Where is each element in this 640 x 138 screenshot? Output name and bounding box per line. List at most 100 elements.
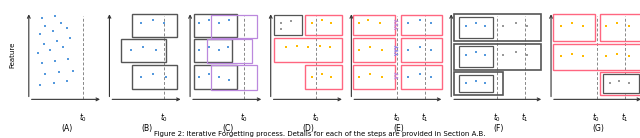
Bar: [132, 65, 177, 89]
Point: [578, 55, 588, 57]
Point: [49, 82, 59, 84]
Point: [605, 82, 615, 84]
Point: [37, 17, 47, 19]
Bar: [454, 14, 541, 41]
Point: [522, 53, 532, 56]
Point: [276, 22, 287, 24]
Point: [292, 44, 302, 47]
Text: $t_0$: $t_0$: [312, 111, 320, 124]
Bar: [459, 46, 493, 67]
Point: [365, 73, 376, 75]
Point: [52, 40, 63, 42]
Text: (B): (B): [141, 124, 153, 133]
Point: [612, 22, 623, 24]
Point: [35, 84, 45, 86]
Point: [204, 19, 214, 22]
Point: [204, 73, 214, 75]
Bar: [207, 39, 252, 63]
Point: [40, 73, 51, 75]
Bar: [353, 65, 395, 89]
Point: [223, 46, 233, 48]
Point: [415, 19, 425, 22]
Point: [317, 73, 327, 75]
Point: [50, 15, 60, 17]
Bar: [459, 17, 493, 38]
Point: [354, 76, 364, 78]
Bar: [600, 72, 640, 95]
Point: [33, 52, 43, 54]
Point: [67, 70, 77, 72]
Bar: [194, 39, 232, 62]
Point: [364, 19, 374, 22]
Point: [125, 49, 136, 51]
Bar: [454, 72, 503, 95]
Point: [151, 49, 161, 51]
Point: [461, 82, 472, 84]
Point: [623, 55, 634, 57]
Point: [567, 52, 577, 55]
Point: [286, 20, 296, 22]
Point: [281, 46, 291, 48]
Bar: [401, 15, 442, 35]
Text: $t_1$: $t_1$: [621, 111, 629, 124]
Point: [522, 25, 532, 27]
Point: [307, 22, 317, 24]
Point: [480, 25, 490, 27]
Point: [470, 80, 481, 83]
Point: [161, 76, 172, 78]
Text: $t_0$: $t_0$: [393, 111, 401, 124]
Point: [48, 30, 58, 32]
Point: [194, 22, 204, 24]
Point: [65, 37, 76, 39]
Point: [415, 73, 425, 75]
Text: Figure 2: Iterative Forgetting process. Details for each of the steps are provid: Figure 2: Iterative Forgetting process. …: [154, 131, 486, 137]
Point: [415, 46, 425, 48]
Bar: [132, 14, 177, 37]
Point: [601, 25, 611, 27]
Point: [470, 51, 481, 53]
Point: [614, 80, 625, 83]
Point: [511, 22, 521, 24]
Point: [556, 25, 566, 27]
Bar: [353, 38, 395, 62]
Point: [61, 80, 72, 83]
Point: [511, 51, 521, 53]
Point: [426, 22, 436, 24]
Point: [136, 22, 147, 24]
Bar: [401, 65, 442, 89]
Point: [194, 76, 204, 78]
Point: [324, 46, 335, 48]
Point: [204, 46, 214, 48]
Text: $t_0$: $t_0$: [160, 111, 168, 124]
Bar: [603, 74, 639, 93]
Point: [35, 33, 45, 35]
Point: [63, 58, 73, 60]
Bar: [305, 15, 342, 35]
Point: [461, 25, 472, 27]
Point: [578, 25, 588, 27]
Bar: [194, 14, 237, 37]
Point: [224, 79, 234, 81]
Point: [470, 22, 481, 24]
Bar: [454, 44, 541, 70]
Point: [214, 49, 224, 51]
Bar: [553, 44, 640, 70]
Bar: [194, 65, 237, 89]
Text: (E): (E): [394, 124, 404, 133]
Point: [403, 49, 413, 51]
Bar: [211, 65, 257, 90]
Bar: [275, 38, 342, 62]
Text: (D): (D): [303, 124, 314, 133]
Bar: [553, 14, 595, 41]
Point: [276, 28, 287, 30]
Point: [61, 27, 72, 30]
Point: [37, 62, 47, 65]
Bar: [600, 14, 640, 41]
Point: [374, 22, 385, 24]
Text: $t_0$: $t_0$: [593, 111, 600, 124]
Point: [365, 46, 376, 48]
Point: [623, 82, 634, 84]
Text: $t_0$: $t_0$: [493, 111, 500, 124]
Point: [138, 46, 148, 48]
Bar: [401, 38, 442, 62]
